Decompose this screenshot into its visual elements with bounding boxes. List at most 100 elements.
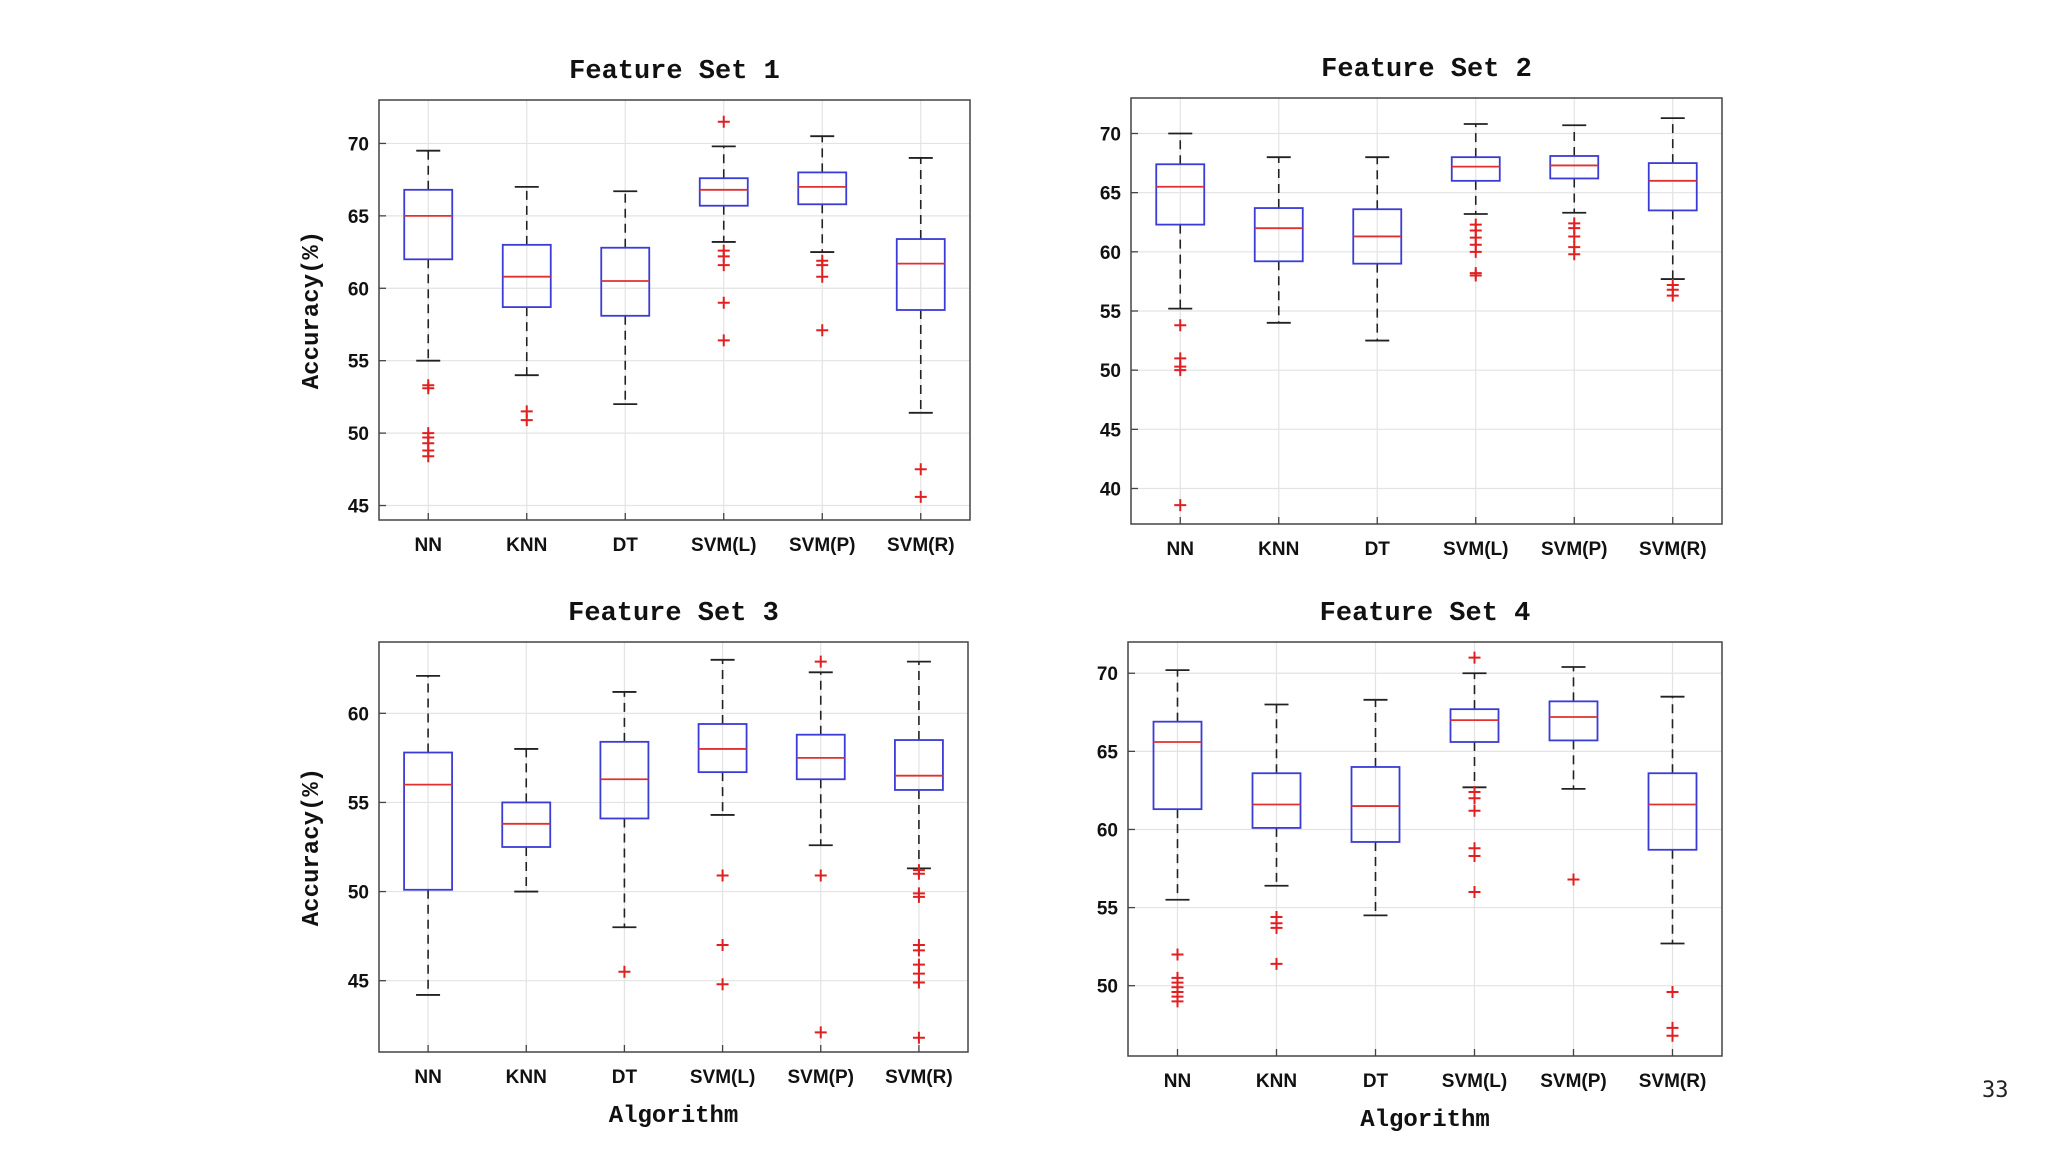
outlier-point <box>716 869 729 882</box>
outlier-point <box>1666 985 1679 998</box>
outlier-point <box>717 115 730 128</box>
box-svmr <box>1647 695 1698 1042</box>
iqr-box <box>403 188 454 261</box>
y-tick-label: 60 <box>348 279 369 300</box>
iqr-box <box>1152 720 1203 811</box>
box-svml <box>697 658 748 991</box>
x-tick-label: DT <box>1363 1071 1389 1092</box>
iqr-box <box>895 238 946 311</box>
page-number: 33 <box>1982 1078 2009 1103</box>
iqr-box <box>403 751 453 891</box>
outlier-point <box>912 944 925 957</box>
box-dt <box>600 190 651 406</box>
iqr-box <box>1253 207 1304 263</box>
x-tick-label: DT <box>1365 539 1391 560</box>
y-tick-label: 55 <box>348 793 370 814</box>
box-dt <box>599 691 650 978</box>
plot-frame <box>1127 641 1723 1057</box>
outlier-point <box>1468 792 1481 805</box>
panel-title: Feature Set 3 <box>568 599 779 629</box>
y-tick-label: 55 <box>1100 302 1122 323</box>
outlier-point <box>717 259 730 272</box>
panel-title: Feature Set 1 <box>569 57 780 87</box>
y-axis-label: Accuracy(%) <box>299 768 326 926</box>
y-tick-label: 45 <box>348 972 370 993</box>
box-svml <box>1450 123 1501 282</box>
iqr-box <box>698 177 749 207</box>
y-tick-label: 60 <box>1097 820 1118 841</box>
iqr-box <box>1548 700 1599 742</box>
x-tick-label: NN <box>414 1067 441 1088</box>
panel-title: Feature Set 2 <box>1321 55 1532 85</box>
y-tick-label: 65 <box>348 207 370 228</box>
box-nn <box>403 674 453 996</box>
box-svmp <box>1548 666 1599 886</box>
y-tick-label: 40 <box>1100 480 1121 501</box>
y-tick-label: 60 <box>1100 243 1121 264</box>
outlier-point <box>1270 957 1283 970</box>
iqr-box <box>1350 766 1401 843</box>
y-tick-label: 65 <box>1097 742 1119 763</box>
iqr-box <box>1647 162 1698 212</box>
iqr-box <box>1449 708 1500 743</box>
y-tick-label: 70 <box>348 134 369 155</box>
box-svmr <box>894 660 944 1044</box>
box-knn <box>1251 703 1302 970</box>
outlier-point <box>912 867 925 880</box>
outlier-point <box>914 463 927 476</box>
outlier-point <box>716 978 729 991</box>
x-tick-label: SVM(R) <box>887 535 955 556</box>
box-knn <box>501 185 552 427</box>
y-tick-label: 45 <box>1100 420 1122 441</box>
x-tick-label: KNN <box>506 1067 547 1088</box>
outlier-point <box>912 890 925 903</box>
y-tick-label: 45 <box>348 497 370 518</box>
outlier-point <box>1171 995 1184 1008</box>
plot-area <box>379 642 968 1052</box>
outlier-point <box>914 490 927 503</box>
outlier-point <box>422 382 435 395</box>
outlier-point <box>1468 850 1481 863</box>
box-svml <box>1449 651 1500 898</box>
x-tick-label: DT <box>613 535 639 556</box>
x-tick-label: SVM(L) <box>1442 1071 1507 1092</box>
outlier-point <box>1469 245 1482 258</box>
outlier-point <box>816 259 829 272</box>
box-svml <box>698 115 749 347</box>
box-svmp <box>797 135 848 337</box>
outlier-point <box>1174 499 1187 512</box>
outlier-point <box>1567 873 1580 886</box>
outlier-point <box>1468 804 1481 817</box>
box-nn <box>1152 669 1203 1008</box>
x-tick-label: DT <box>612 1067 638 1088</box>
outlier-point <box>1270 921 1283 934</box>
y-tick-label: 55 <box>1097 899 1119 920</box>
outlier-point <box>1468 651 1481 664</box>
x-tick-label: SVM(P) <box>788 1067 855 1088</box>
y-tick-label: 50 <box>1097 977 1118 998</box>
box-svmr <box>895 157 946 503</box>
box-svmp <box>795 655 846 1039</box>
y-tick-label: 50 <box>348 424 369 445</box>
y-axis-label: Accuracy(%) <box>299 231 326 389</box>
outlier-point <box>1568 248 1581 261</box>
x-tick-label: NN <box>415 535 442 556</box>
outlier-point <box>717 334 730 347</box>
panel-title: Feature Set 4 <box>1320 599 1531 629</box>
box-svmr <box>1647 117 1698 302</box>
x-tick-label: SVM(L) <box>691 535 756 556</box>
x-tick-label: SVM(P) <box>789 535 856 556</box>
plot-frame <box>378 99 971 521</box>
x-tick-label: NN <box>1164 1071 1191 1092</box>
y-tick-label: 50 <box>348 883 369 904</box>
y-tick-label: 55 <box>348 352 370 373</box>
outlier-point <box>716 939 729 952</box>
outlier-point <box>618 965 631 978</box>
outlier-point <box>1666 289 1679 302</box>
plot-area <box>379 100 970 520</box>
box-nn <box>403 149 454 463</box>
outlier-point <box>1666 1029 1679 1042</box>
box-nn <box>1155 132 1206 512</box>
outlier-point <box>912 976 925 989</box>
